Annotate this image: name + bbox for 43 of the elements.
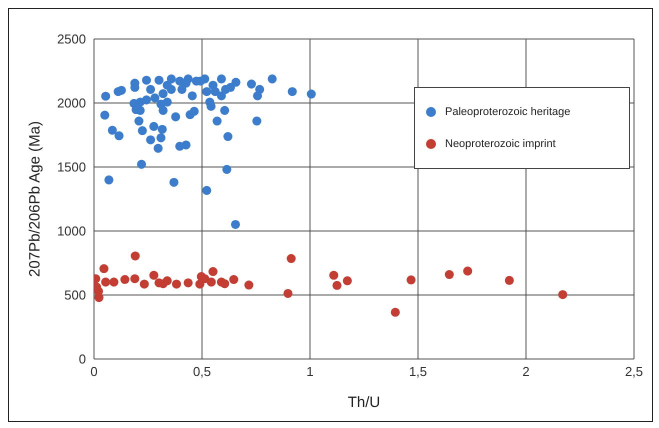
- point: [332, 280, 342, 290]
- point: [130, 251, 140, 260]
- point: [206, 278, 216, 287]
- point: [172, 280, 182, 289]
- point: [329, 270, 338, 280]
- point: [286, 254, 296, 264]
- x-tick-label: 0,5: [192, 364, 212, 380]
- point: [229, 275, 238, 284]
- point: [109, 278, 118, 287]
- y-tick-label: 500: [64, 288, 86, 303]
- point: [283, 288, 292, 298]
- point: [94, 286, 104, 296]
- point: [463, 266, 472, 276]
- point: [342, 276, 352, 286]
- point: [406, 275, 416, 284]
- point: [444, 270, 454, 280]
- y-tick-label: 1000: [57, 224, 86, 239]
- y-axis-title: 207Pb/206Pb Age (Ma): [26, 121, 44, 277]
- point: [130, 274, 140, 284]
- x-tick-label: 2: [522, 364, 530, 380]
- y-tick-label: 1500: [57, 160, 86, 175]
- y-tick-label: 0: [78, 352, 86, 367]
- point: [558, 290, 568, 300]
- y-tick-label: 2500: [57, 32, 86, 47]
- x-tick-label: 2,5: [624, 364, 644, 380]
- point: [184, 278, 193, 288]
- x-tick-label: 0: [90, 364, 98, 380]
- point: [99, 264, 108, 274]
- point: [390, 308, 400, 317]
- point: [120, 275, 130, 284]
- point: [220, 279, 230, 288]
- point: [149, 270, 158, 280]
- point: [244, 280, 254, 290]
- y-tick-label: 2000: [57, 96, 86, 111]
- point: [208, 267, 218, 276]
- point: [504, 276, 514, 285]
- x-tick-label: 1: [306, 364, 314, 380]
- point: [140, 280, 149, 289]
- point: [101, 278, 110, 287]
- legend-label: Neoproterozoic imprint: [445, 138, 556, 150]
- legend-label: Paleoproterozoic heritage: [445, 106, 570, 118]
- x-tick-label: 1,5: [408, 364, 428, 380]
- x-axis-title: Th/U: [348, 394, 380, 411]
